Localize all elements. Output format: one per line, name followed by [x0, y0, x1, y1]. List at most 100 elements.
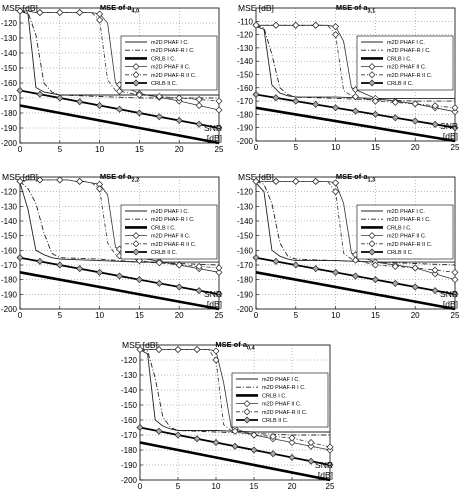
x-tick-label: 10 — [331, 311, 340, 320]
x-tick-label: 25 — [215, 145, 224, 154]
series-point-5 — [231, 442, 239, 450]
series-point-5 — [272, 257, 280, 265]
legend-label-4: m2D PHAF-R II C. — [151, 73, 197, 79]
y-tick-label: -200 — [1, 139, 18, 148]
y-tick-label: -120 — [237, 31, 254, 40]
series-point-5 — [332, 104, 340, 112]
series-point-4 — [76, 9, 84, 16]
series-point-5 — [411, 117, 419, 125]
y-tick-label: -200 — [237, 137, 254, 146]
y-tick-label: -120 — [121, 356, 138, 365]
series-point-4 — [56, 9, 64, 16]
legend-marker-3 — [243, 400, 251, 408]
series-point-4 — [175, 261, 183, 269]
x-tick-label: 5 — [58, 145, 63, 154]
x-tick-label: 0 — [254, 143, 259, 152]
y-tick-label: -140 — [1, 217, 18, 226]
series-point-3 — [288, 439, 296, 446]
y-tick-label: -110 — [238, 17, 254, 26]
y-tick-label: -150 — [1, 232, 18, 241]
series-line-2 — [139, 441, 331, 482]
y-tick-label: -160 — [1, 79, 18, 88]
series-point-5 — [431, 287, 439, 295]
x-tick-label: 0 — [138, 482, 143, 491]
series-line-1 — [19, 181, 220, 266]
legend-marker-4 — [243, 408, 251, 416]
y-tick-label: -200 — [121, 476, 138, 485]
series-point-3 — [431, 270, 439, 278]
legend-marker-5 — [243, 416, 251, 424]
series-point-3 — [332, 23, 340, 31]
legend-label-5: CRLB II C. — [151, 81, 178, 87]
legend-label-4: m2D PHAF-R II C. — [151, 242, 197, 248]
legend-marker-4 — [368, 240, 376, 248]
series-point-5 — [56, 261, 64, 269]
series-point-4 — [307, 439, 315, 446]
series-point-5 — [56, 94, 64, 102]
series-point-3 — [332, 179, 340, 187]
series-point-4 — [326, 443, 334, 451]
y-tick-label: -160 — [121, 416, 138, 425]
x-tick-label: 20 — [411, 143, 420, 152]
chart-title: MSE of a0,4 — [215, 340, 255, 352]
series-point-4 — [312, 177, 320, 185]
series-point-3 — [215, 268, 223, 276]
series-line-0 — [139, 349, 330, 433]
series-point-5 — [371, 110, 379, 118]
y-tick-label: -120 — [1, 19, 18, 28]
series-point-5 — [195, 287, 203, 295]
x-tick-label: 20 — [288, 482, 297, 491]
series-point-4 — [252, 21, 260, 29]
chart-2: 0 5 10 15 20 25 -120 -130 -140 -150 -160 -170 -180 -1… — [1, 172, 224, 320]
y-tick-label: -170 — [1, 261, 18, 270]
y-tick-label: -180 — [121, 446, 138, 455]
series-point-4 — [272, 177, 280, 185]
legend-label-2: CRLB I C. — [387, 225, 412, 231]
series-line-2 — [255, 106, 456, 143]
legend-marker-5 — [132, 79, 140, 87]
series-point-4 — [352, 93, 359, 101]
series-point-5 — [96, 102, 104, 109]
series-point-5 — [451, 290, 459, 298]
series-point-5 — [307, 457, 315, 465]
series-point-5 — [215, 290, 223, 298]
series-point-4 — [155, 346, 163, 353]
y-tick-label: -160 — [237, 84, 254, 93]
legend-marker-5 — [132, 248, 140, 256]
x-axis-label: SNR — [204, 289, 222, 299]
series-point-4 — [332, 31, 340, 39]
series-point-4 — [411, 264, 419, 272]
series-point-4 — [135, 91, 143, 99]
legend-label-2: CRLB I C. — [262, 393, 287, 399]
series-point-3 — [307, 442, 315, 450]
series-point-4 — [195, 96, 203, 103]
series-point-4 — [96, 16, 104, 24]
series-point-4 — [231, 427, 239, 435]
chart-title: MSE of a1,3 — [336, 172, 375, 184]
series-point-5 — [391, 114, 399, 122]
series-point-5 — [36, 257, 44, 265]
x-axis-label: SNR — [204, 123, 222, 133]
legend-label-4: m2D PHAF-R II C. — [387, 73, 433, 79]
series-point-4 — [252, 177, 260, 185]
y-tick-label: -200 — [237, 305, 254, 314]
y-tick-label: -170 — [121, 431, 138, 440]
y-tick-label: -200 — [1, 305, 18, 314]
series-point-5 — [292, 97, 300, 105]
series-point-4 — [174, 346, 182, 353]
chart-title: MSE of a4,0 — [100, 3, 139, 15]
y-tick-label: -190 — [1, 290, 18, 299]
series-point-4 — [215, 264, 223, 272]
series-line-1 — [255, 24, 455, 102]
y-tick-label: -170 — [237, 97, 254, 106]
y-tick-label: -190 — [1, 124, 18, 133]
x-tick-label: 25 — [451, 311, 460, 320]
series-point-5 — [292, 261, 300, 269]
series-point-5 — [76, 265, 84, 273]
legend-label-5: CRLB II C. — [151, 250, 178, 256]
series-point-5 — [212, 439, 220, 446]
series-point-4 — [292, 21, 300, 29]
series-point-5 — [391, 279, 399, 287]
legend-label-3: m2D PHAF II C. — [387, 65, 427, 71]
